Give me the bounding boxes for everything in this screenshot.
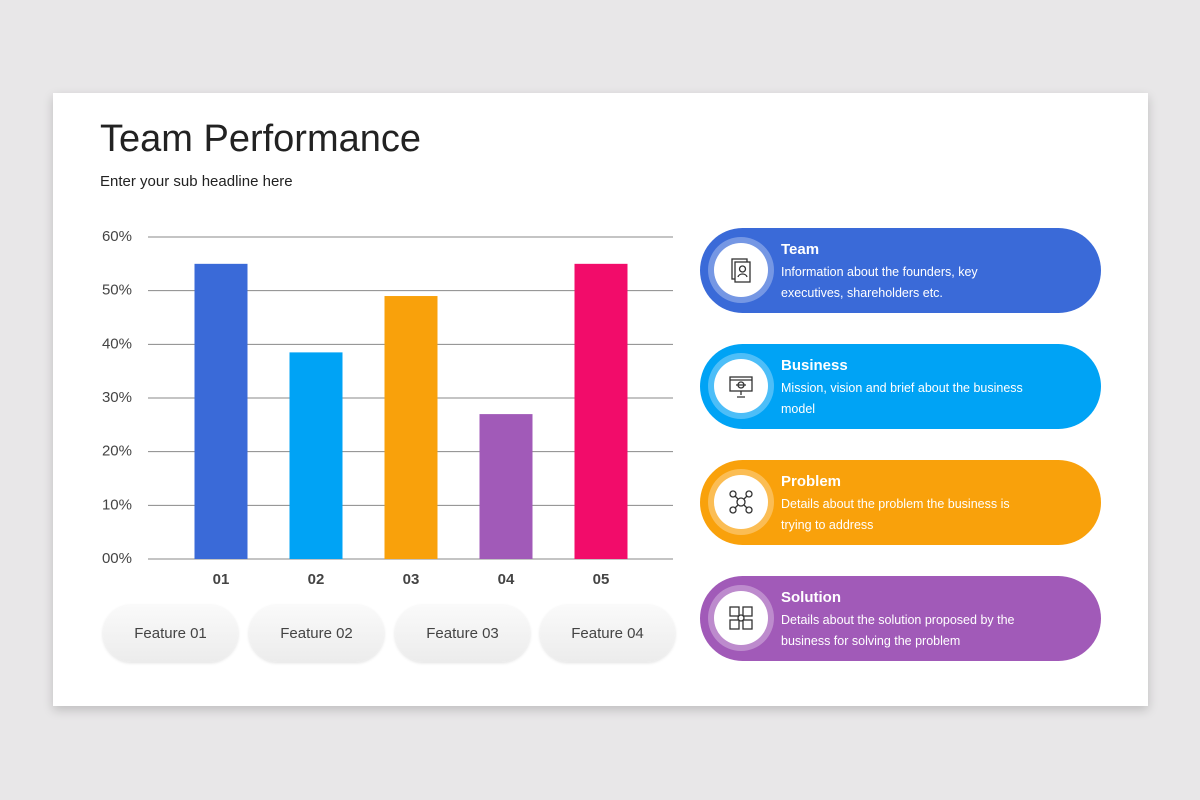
x-tick-label: 04: [498, 571, 515, 588]
bar: [289, 352, 343, 559]
card-title: Problem: [781, 473, 842, 490]
y-tick-label: 10%: [102, 496, 132, 513]
card-title: Solution: [781, 589, 841, 606]
y-tick-label: 30%: [102, 389, 132, 406]
icon: [714, 475, 768, 529]
x-tick-label: 01: [213, 571, 230, 588]
icon: [714, 243, 768, 297]
bar: [479, 414, 533, 559]
x-tick-label: 02: [308, 571, 325, 588]
y-tick-label: 00%: [102, 550, 132, 567]
info-card: Business Mission, vision and brief about…: [700, 344, 1101, 429]
x-tick-label: 05: [593, 571, 610, 588]
card-text: Mission, vision and brief about the busi…: [781, 381, 1023, 416]
feature-button[interactable]: Feature 02: [249, 605, 384, 662]
bar: [384, 296, 438, 559]
y-tick-label: 50%: [102, 282, 132, 299]
y-tick-label: 40%: [102, 335, 132, 352]
bar: [574, 263, 628, 559]
bar: [194, 263, 248, 559]
feature-button[interactable]: Feature 01: [103, 605, 238, 662]
feature-button[interactable]: Feature 03: [395, 605, 530, 662]
card-text: Details about the problem the business i…: [781, 497, 1010, 532]
feature-button[interactable]: Feature 04: [540, 605, 675, 662]
info-card: Solution Details about the solution prop…: [700, 576, 1101, 661]
subtitle: Enter your sub headline here: [100, 173, 293, 190]
y-tick-label: 60%: [102, 228, 132, 245]
title: Team Performance: [100, 118, 422, 160]
icon: [714, 359, 768, 413]
card-text: Details about the solution proposed by t…: [781, 613, 1015, 648]
info-card: Team Information about the founders, key…: [700, 228, 1101, 313]
x-tick-label: 03: [403, 571, 420, 588]
card-text: Information about the founders, key exec…: [781, 265, 978, 300]
y-tick-label: 20%: [102, 443, 132, 460]
icon: [714, 591, 768, 645]
info-card: Problem Details about the problem the bu…: [700, 460, 1101, 545]
card-title: Business: [781, 357, 848, 374]
card-title: Team: [781, 241, 820, 258]
